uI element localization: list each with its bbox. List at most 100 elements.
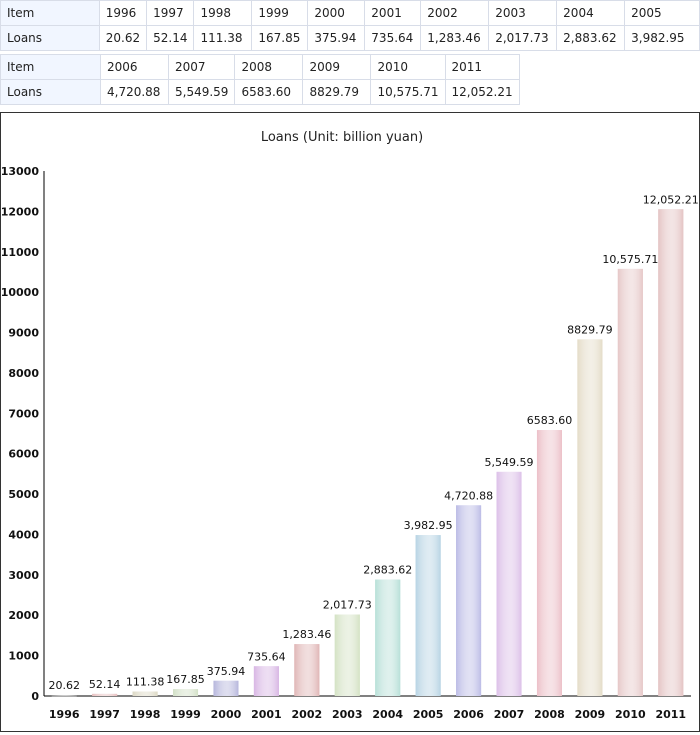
y-tick-label: 9000: [8, 327, 39, 340]
chart-container: Loans (Unit: billion yuan) 0 1000 2000 3000…: [0, 112, 700, 732]
table-cell-value: 375.94: [307, 25, 366, 51]
data-label: 52.14: [89, 678, 121, 691]
x-tick-label: 2000: [211, 708, 242, 721]
table-cell-year: 2001: [364, 0, 422, 26]
table-cell-year: 2000: [307, 0, 366, 26]
table-cell-year: 2002: [420, 0, 490, 26]
table-row-loans: Loans 20.62 52.14 111.38 167.85 375.94 7…: [0, 25, 700, 51]
x-tick-labels: 1996 1997 1998 1999 2000 2001 2002 2003 2004 2005…: [49, 708, 686, 721]
x-tick-label: 1999: [170, 708, 201, 721]
bar-shading: [213, 680, 239, 696]
table-cell-value: 5,549.59: [167, 79, 236, 105]
bar-shading: [253, 666, 279, 696]
table-cell-value: 1,283.46: [420, 25, 490, 51]
table-cell-year: 2009: [302, 54, 372, 80]
table-cell-value: 52.14: [146, 25, 195, 51]
table-cell-value: 735.64: [364, 25, 422, 51]
data-label: 20.62: [48, 679, 80, 692]
table-cell-value: 6583.60: [234, 79, 304, 105]
y-tick-label: 2000: [8, 609, 39, 622]
y-tick-label: 1000: [8, 650, 39, 663]
data-label: 12,052.21: [643, 193, 699, 206]
bar-shading: [496, 471, 522, 696]
y-tick-label: 4000: [8, 528, 39, 541]
table-cell-value: 111.38: [193, 25, 253, 51]
data-label: 2,017.73: [323, 599, 372, 612]
x-tick-label: 2007: [494, 708, 525, 721]
x-tick-label: 1997: [89, 708, 120, 721]
y-tick-label: 7000: [8, 407, 39, 420]
data-label: 6583.60: [527, 414, 573, 427]
y-tick-label: 10000: [1, 286, 39, 299]
table-cell-value: 10,575.71: [370, 79, 446, 105]
y-tick-label: 6000: [8, 448, 39, 461]
table-row-years: Item 1996 1997 1998 1999 2000 2001 2002 …: [0, 0, 700, 26]
table-cell-value: 4,720.88: [100, 79, 169, 105]
chart-title: Loans (Unit: billion yuan): [261, 130, 423, 145]
x-tick-label: 2006: [453, 708, 484, 721]
bar-shading: [658, 209, 684, 697]
bar-shading: [456, 505, 482, 696]
table-row-label: Item: [0, 54, 101, 80]
table-cell-year: 2008: [234, 54, 304, 80]
bar-shading: [51, 695, 77, 697]
table-cell-value: 20.62: [98, 25, 148, 51]
data-label: 167.85: [166, 673, 205, 686]
data-label: 8829.79: [567, 323, 613, 336]
data-label: 1,283.46: [282, 628, 331, 641]
data-label: 4,720.88: [444, 489, 493, 502]
table-cell-year: 1997: [146, 0, 195, 26]
x-tick-label: 2010: [615, 708, 646, 721]
bar-shading: [375, 579, 401, 696]
bar-shading: [577, 339, 603, 696]
data-label: 5,549.59: [485, 456, 534, 469]
table-cell-value: 12,052.21: [444, 79, 520, 105]
x-tick-label: 2005: [413, 708, 444, 721]
table-cell-value: 2,883.62: [556, 25, 626, 51]
table-cell-value: 167.85: [251, 25, 309, 51]
data-label: 735.64: [247, 650, 286, 663]
y-tick-label: 5000: [8, 488, 39, 501]
table-cell-year: 2011: [444, 54, 520, 80]
data-label: 10,575.71: [602, 253, 658, 266]
x-tick-label: 2009: [575, 708, 606, 721]
bar-shading: [132, 691, 158, 696]
data-table-part-2: Item 2006 2007 2008 2009 2010 2011 Loans…: [0, 54, 520, 105]
bar-chart: Loans (Unit: billion yuan) 0 1000 2000 3000…: [1, 130, 699, 721]
table-row-years: Item 2006 2007 2008 2009 2010 2011: [0, 54, 520, 80]
x-tick-label: 1996: [49, 708, 80, 721]
table-cell-year: 1998: [193, 0, 253, 26]
table-cell-value: 8829.79: [302, 79, 372, 105]
table-cell-year: 2010: [370, 54, 446, 80]
table-cell-year: 1999: [251, 0, 309, 26]
x-tick-label: 1998: [130, 708, 161, 721]
table-row-label: Loans: [0, 25, 100, 51]
bars: [51, 209, 684, 697]
y-tick-label: 8000: [8, 367, 39, 380]
bar-shading: [92, 693, 118, 696]
y-tick-label: 13000: [1, 165, 39, 178]
table-cell-value: 2,017.73: [488, 25, 558, 51]
bar-shading: [536, 430, 562, 696]
y-tick-labels: 0 1000 2000 3000 4000 5000 6000 7000 8000 9000 100…: [1, 165, 40, 703]
table-cell-year: 2003: [488, 0, 558, 26]
table-cell-value: 3,982.95: [624, 25, 700, 51]
table-cell-year: 2006: [100, 54, 169, 80]
table-cell-year: 1996: [98, 0, 148, 26]
x-tick-label: 2004: [372, 708, 403, 721]
bar-shading: [334, 614, 360, 696]
data-table-part-1: Item 1996 1997 1998 1999 2000 2001 2002 …: [0, 0, 700, 51]
y-tick-label: 0: [31, 690, 39, 703]
bar-shading: [173, 689, 199, 696]
x-tick-label: 2003: [332, 708, 363, 721]
x-tick-label: 2011: [655, 708, 686, 721]
x-tick-label: 2008: [534, 708, 565, 721]
y-tick-label: 11000: [1, 246, 39, 259]
table-cell-year: 2007: [167, 54, 236, 80]
bar-shading: [415, 535, 441, 696]
x-tick-label: 2002: [292, 708, 323, 721]
bar-shading: [294, 644, 320, 696]
data-label: 2,883.62: [363, 564, 412, 577]
data-label: 3,982.95: [404, 519, 453, 532]
